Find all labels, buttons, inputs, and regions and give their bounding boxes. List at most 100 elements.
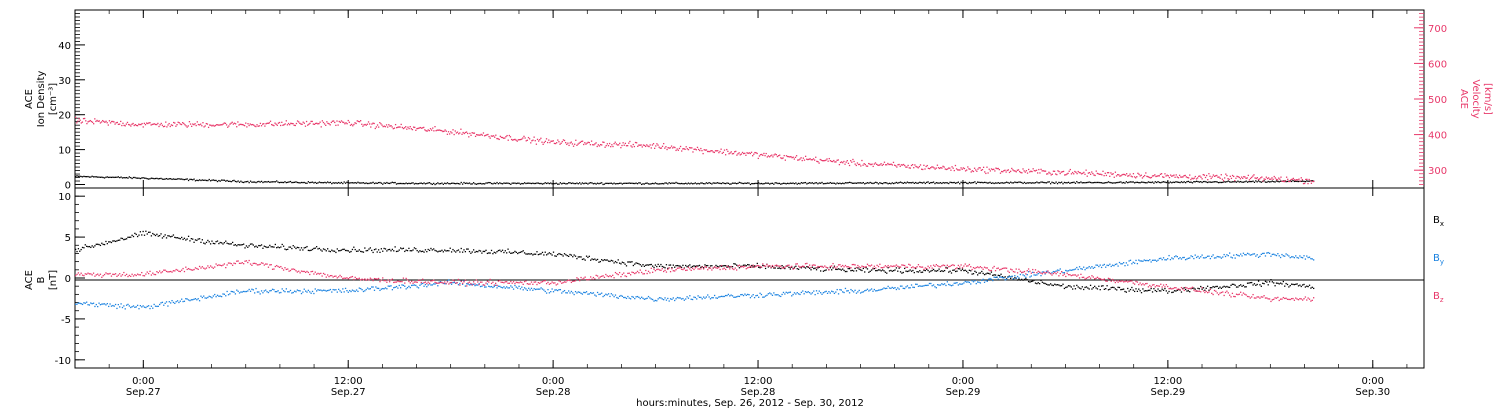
series-bx-point	[475, 250, 478, 253]
series-by-point	[105, 304, 107, 306]
velocity-series-point	[993, 168, 995, 170]
density-series-point	[1230, 181, 1232, 183]
series-bx-point	[159, 234, 161, 237]
series-bz-point	[1162, 284, 1165, 286]
density-series-point	[519, 183, 522, 185]
velocity-series-point	[1118, 174, 1120, 176]
series-by-point	[585, 291, 588, 293]
velocity-series-point	[434, 126, 436, 128]
density-series-point	[792, 182, 794, 184]
series-bx-point	[1091, 288, 1093, 290]
series-by-point	[887, 285, 889, 288]
series-by-point	[346, 289, 348, 292]
velocity-series-point	[550, 140, 552, 142]
velocity-series-point	[1282, 180, 1284, 183]
series-bx-point	[1308, 284, 1311, 286]
series-bz-point	[996, 267, 998, 270]
series-bz-point	[668, 267, 670, 269]
series-bx-point	[376, 251, 378, 253]
series-bx-point	[251, 243, 253, 245]
series-bz-point	[960, 264, 962, 266]
series-bz-point	[986, 267, 988, 269]
series-by-point	[799, 293, 801, 296]
series-by-point	[617, 297, 619, 299]
series-bz-point	[243, 263, 245, 265]
series-bx-point	[1200, 285, 1202, 288]
density-series-point	[1168, 182, 1170, 184]
density-series-point	[438, 183, 440, 185]
velocity-series-point	[970, 171, 972, 173]
series-by-point	[931, 285, 933, 287]
velocity-series-point	[548, 139, 550, 141]
series-by-point	[853, 291, 855, 293]
velocity-series-point	[1015, 171, 1017, 173]
velocity-series-point	[663, 142, 665, 145]
density-series-point	[1259, 181, 1261, 183]
series-bz-point	[758, 265, 760, 267]
series-bz-point	[176, 269, 179, 271]
series-by-point	[614, 294, 617, 296]
series-bx-point	[1227, 286, 1229, 288]
series-by-point	[207, 296, 209, 299]
series-bz-point	[588, 278, 590, 281]
density-series-point	[585, 182, 588, 184]
density-series-point	[820, 182, 822, 184]
velocity-series-point	[812, 158, 815, 160]
series-bz-point	[899, 266, 902, 268]
series-by-point	[701, 298, 703, 300]
series-bz-point	[488, 281, 490, 283]
series-by-point	[299, 290, 301, 292]
series-by-point	[117, 303, 119, 306]
density-series-point	[244, 181, 246, 183]
velocity-series-point	[257, 125, 259, 127]
series-bz-point	[1189, 287, 1191, 290]
density-series-point	[243, 181, 245, 184]
velocity-series-point	[251, 123, 254, 126]
series-by-point	[784, 293, 786, 295]
velocity-series-point	[1126, 173, 1128, 175]
velocity-series-point	[933, 167, 935, 169]
density-series-point	[1037, 182, 1039, 184]
velocity-series-point	[1292, 177, 1295, 180]
series-bz-point	[592, 276, 595, 279]
velocity-series-point	[982, 166, 985, 169]
series-by-point	[1288, 255, 1290, 257]
series-bx-point	[135, 233, 137, 236]
series-bz-point	[946, 264, 948, 266]
series-by-point	[1186, 258, 1188, 260]
series-bx-point	[846, 270, 848, 273]
velocity-series-point	[441, 130, 443, 132]
series-bx-point	[142, 230, 144, 233]
series-bx-point	[1154, 289, 1156, 292]
series-bx-point	[1136, 290, 1139, 292]
series-bz-point	[1113, 280, 1115, 282]
series-bx-point	[1242, 284, 1245, 287]
series-bx-point	[229, 243, 231, 245]
density-series-point	[328, 182, 330, 184]
series-bz-point	[1212, 293, 1214, 296]
series-bz-point	[888, 266, 891, 268]
series-bx-point	[489, 252, 491, 254]
velocity-series-point	[1044, 170, 1047, 172]
velocity-series-point	[728, 153, 730, 155]
series-by-point	[386, 288, 388, 290]
series-by-point	[800, 291, 803, 294]
series-bx-point	[536, 251, 538, 253]
series-by-point	[865, 289, 867, 291]
velocity-series-point	[1089, 173, 1092, 175]
series-bx-point	[260, 244, 263, 246]
series-bx-point	[579, 256, 581, 258]
velocity-series-point	[1136, 176, 1138, 178]
series-by-point	[490, 285, 493, 288]
series-bx-point	[183, 237, 186, 239]
velocity-series-point	[691, 147, 693, 149]
series-by-point	[866, 288, 869, 290]
series-bx-point	[986, 272, 988, 274]
series-by-point	[1135, 259, 1137, 262]
series-by-point	[934, 286, 936, 288]
series-by-point	[840, 289, 842, 291]
series-by-point	[1180, 258, 1183, 260]
series-bx-point	[636, 262, 639, 265]
series-by-point	[130, 306, 132, 309]
velocity-series-point	[287, 122, 290, 125]
